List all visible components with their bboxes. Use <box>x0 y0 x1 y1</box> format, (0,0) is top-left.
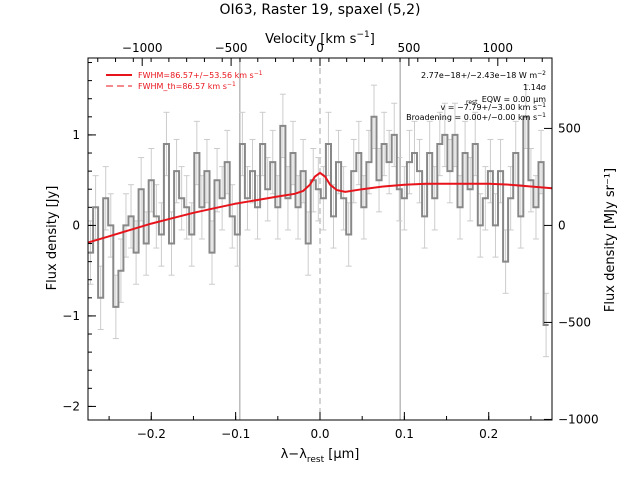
right-tick-label: −500 <box>558 315 591 329</box>
top-tick-label: −500 <box>215 41 248 55</box>
x-tick-label: 0.2 <box>479 427 498 441</box>
annotation-velocity: v = −7.79+/−3.00 km s−1 <box>441 102 547 112</box>
annotation-eqw: EQW = 0.00 μm <box>482 95 546 104</box>
top-axis-label: Velocity [km s−1] <box>265 30 375 47</box>
top-tick-label: 500 <box>397 41 420 55</box>
y-tick-label: 0 <box>72 218 80 232</box>
x-tick-label: 0.1 <box>395 427 414 441</box>
data-series-line <box>88 115 549 326</box>
legend-label-dashed: FWHM_th=86.57 km s−1 <box>138 81 236 91</box>
y-tick-label: 1 <box>72 128 80 142</box>
y-tick-label: −1 <box>62 309 80 323</box>
x-axis-label: λ−λrest [μm] <box>281 447 360 465</box>
right-tick-label: −1000 <box>558 412 599 426</box>
top-tick-label: 1000 <box>483 41 514 55</box>
plot-area: −0.2 −0.1 0.0 0.1 0.2 −2 −1 0 1 −1000 −500 0 500 1000… <box>62 41 598 441</box>
legend-label-solid: FWHM=86.57+/−53.56 km s−1 <box>138 70 263 80</box>
annotation-sigma: 1.14σ <box>523 83 546 92</box>
x-tick-label: −0.2 <box>137 427 166 441</box>
top-tick-label: 0 <box>316 41 324 55</box>
y-tick-label: −2 <box>62 399 80 413</box>
annotation-line-flux: 2.77e−18+/−2.43e−18 W m−2 <box>421 70 546 80</box>
right-tick-label: 500 <box>558 121 581 135</box>
legend: FWHM=86.57+/−53.56 km s−1 FWHM_th=86.57 … <box>106 70 263 91</box>
x-tick-label: −0.1 <box>221 427 250 441</box>
y-axis-label-left: Flux density [Jy] <box>45 186 60 291</box>
chart-title: OI63, Raster 19, spaxel (5,2) <box>220 2 421 18</box>
fit-curve-line <box>87 171 553 244</box>
annotation-eqw-sub: rest <box>466 99 478 106</box>
annotation-broadening: Broadening = 0.00+/−0.00 km s−1 <box>406 112 546 122</box>
right-tick-label: 0 <box>558 218 566 232</box>
fit-annotations: 2.77e−18+/−2.43e−18 W m−2 1.14σ EQW = 0.… <box>406 70 546 122</box>
top-tick-label: −1000 <box>122 41 163 55</box>
y-axis-label-right: Flux density [MJy sr⁻¹] <box>603 168 618 312</box>
x-tick-label: 0.0 <box>310 427 329 441</box>
